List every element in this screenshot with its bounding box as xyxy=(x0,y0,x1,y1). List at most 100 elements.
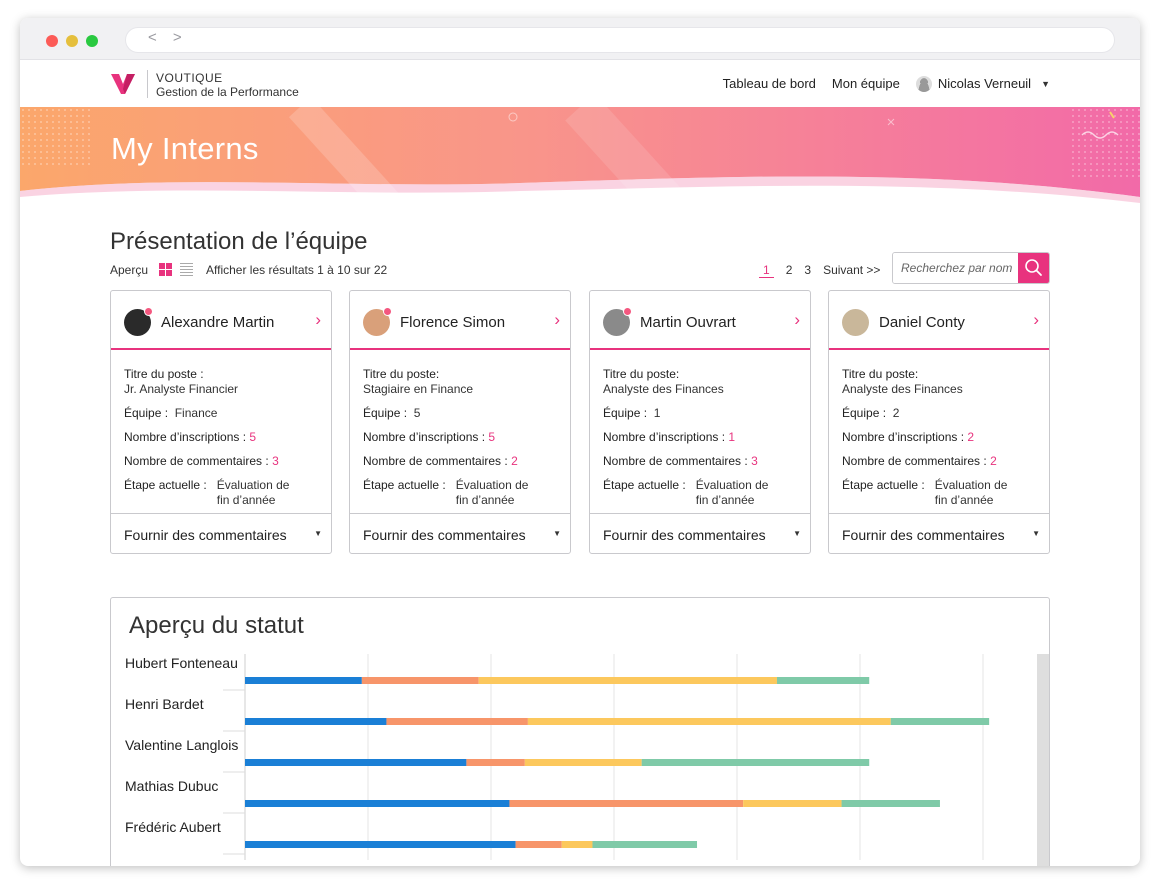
search-box xyxy=(892,252,1050,284)
job-title-label: Titre du poste : xyxy=(124,367,204,381)
chart-scrollbar[interactable] xyxy=(1037,654,1049,866)
page-3-link[interactable]: 3 xyxy=(804,263,812,277)
page-2-link[interactable]: 2 xyxy=(785,263,793,277)
status-overview-panel: Aperçu du statut Hubert Fonteneau Henri B… xyxy=(110,597,1050,866)
inscriptions-label: Nombre d’inscriptions : xyxy=(603,430,726,444)
grid-view-icon[interactable] xyxy=(159,263,172,276)
x-tick-label: 10 xyxy=(853,865,867,866)
avatar xyxy=(842,309,869,336)
avatar xyxy=(603,307,632,336)
stage-value: Évaluation de fin d’année xyxy=(695,478,769,507)
provide-feedback-dropdown[interactable]: Fournir des commentaires ▼ xyxy=(829,513,1049,553)
provide-feedback-label: Fournir des commentaires xyxy=(603,527,766,543)
provide-feedback-label: Fournir des commentaires xyxy=(842,527,1005,543)
avatar xyxy=(124,307,153,336)
job-title-value: Analyste des Finances xyxy=(842,382,963,396)
job-title-value: Jr. Analyste Financier xyxy=(124,382,239,396)
browser-chrome: < > xyxy=(20,18,1140,60)
search-button[interactable] xyxy=(1018,253,1049,283)
results-count: Afficher les résultats 1 à 10 sur 22 xyxy=(206,263,388,277)
stage-label: Étape actuelle : xyxy=(124,478,207,492)
x-tick-label: 4 xyxy=(487,865,494,866)
list-view-icon[interactable] xyxy=(180,263,193,276)
team-value: 2 xyxy=(892,406,900,420)
bar-segment xyxy=(561,841,593,848)
bar-segment xyxy=(245,677,362,684)
maximize-window-button[interactable] xyxy=(86,35,98,47)
provide-feedback-dropdown[interactable]: Fournir des commentaires ▼ xyxy=(111,513,331,553)
comments-label: Nombre de commentaires : xyxy=(842,454,987,468)
comments-value: 2 xyxy=(990,454,997,468)
user-menu[interactable]: Nicolas Verneuil ▼ xyxy=(915,75,1050,92)
next-page-link[interactable]: Suivant >> xyxy=(823,263,881,277)
chevron-right-icon[interactable]: › xyxy=(1033,310,1039,329)
page-title: My Interns xyxy=(111,131,259,166)
inscriptions-label: Nombre d’inscriptions : xyxy=(842,430,965,444)
job-title-label: Titre du poste: xyxy=(603,367,680,381)
brand-logo-icon[interactable] xyxy=(110,70,136,96)
caret-down-icon: ▼ xyxy=(553,529,561,538)
nav-links: Tableau de bord Mon équipe Nicolas Verne… xyxy=(723,60,1050,107)
top-navigation: VOUTIQUE Gestion de la Performance Table… xyxy=(20,60,1140,107)
bar-segment xyxy=(245,841,516,848)
provide-feedback-dropdown[interactable]: Fournir des commentaires ▼ xyxy=(590,513,810,553)
stage-label: Étape actuelle : xyxy=(363,478,446,492)
caret-down-icon: ▼ xyxy=(314,529,322,538)
brand-name: VOUTIQUE xyxy=(156,71,223,85)
comments-label: Nombre de commentaires : xyxy=(363,454,508,468)
bar-segment xyxy=(641,759,870,766)
notification-badge xyxy=(623,307,632,316)
inscriptions-value: 5 xyxy=(488,430,496,444)
chevron-right-icon[interactable]: › xyxy=(794,310,800,329)
intern-card-header[interactable]: Alexandre Martin › xyxy=(111,291,331,350)
job-title-label: Titre du poste: xyxy=(842,367,919,381)
stage-label: Étape actuelle : xyxy=(842,478,925,492)
stage-value: Évaluation de fin d’année xyxy=(934,478,1008,507)
caret-down-icon: ▼ xyxy=(1032,529,1040,538)
bar-segment xyxy=(841,800,940,807)
chevron-right-icon[interactable]: › xyxy=(554,310,560,329)
back-forward-icon[interactable]: < > xyxy=(148,29,188,46)
comments-label: Nombre de commentaires : xyxy=(603,454,748,468)
caret-down-icon: ▼ xyxy=(793,529,801,538)
search-icon xyxy=(1025,259,1042,276)
intern-name: Florence Simon xyxy=(400,314,506,331)
provide-feedback-label: Fournir des commentaires xyxy=(124,527,287,543)
bar-segment xyxy=(743,800,842,807)
nav-my-team-link[interactable]: Mon équipe xyxy=(831,76,900,91)
address-bar[interactable]: < > xyxy=(126,28,1114,52)
comments-value: 2 xyxy=(511,454,518,468)
team-label: Équipe : xyxy=(124,406,169,420)
bar-segment xyxy=(245,800,510,807)
team-label: Équipe : xyxy=(363,406,408,420)
pagination: 1 2 3 Suivant >> xyxy=(759,263,880,278)
x-tick-label: 2 xyxy=(364,865,371,866)
category-label: Frédéric Aubert xyxy=(125,819,221,835)
bar-segment xyxy=(361,677,479,684)
intern-card: Alexandre Martin › Titre du poste : Jr. A… xyxy=(110,290,332,554)
job-title-value: Analyste des Finances xyxy=(603,382,724,396)
nav-dashboard-link[interactable]: Tableau de bord xyxy=(722,76,816,91)
page-1-link[interactable]: 1 xyxy=(759,263,774,278)
provide-feedback-dropdown[interactable]: Fournir des commentaires ▼ xyxy=(350,513,570,553)
chevron-right-icon[interactable]: › xyxy=(315,310,321,329)
user-name: Nicolas Verneuil xyxy=(937,76,1032,91)
intern-details: Titre du poste: Analyste des Finances Équ… xyxy=(603,367,803,517)
comments-value: 3 xyxy=(751,454,758,468)
job-title-label: Titre du poste: xyxy=(363,367,440,381)
team-label: Équipe : xyxy=(842,406,887,420)
search-input[interactable] xyxy=(893,253,1018,283)
inscriptions-value: 1 xyxy=(728,430,736,444)
bar-segment xyxy=(509,800,744,807)
team-toolbar: Aperçu Afficher les résultats 1 à 10 sur… xyxy=(110,252,1050,284)
inscriptions-label: Nombre d’inscriptions : xyxy=(124,430,247,444)
intern-card-header[interactable]: Florence Simon › xyxy=(350,291,570,350)
minimize-window-button[interactable] xyxy=(66,35,78,47)
comments-value: 3 xyxy=(272,454,279,468)
logo-divider xyxy=(147,70,148,98)
close-window-button[interactable] xyxy=(46,35,58,47)
notification-badge xyxy=(144,307,153,316)
intern-card-header[interactable]: Daniel Conty › xyxy=(829,291,1049,350)
intern-details: Titre du poste: Analyste des Finances Équ… xyxy=(842,367,1042,517)
intern-card-header[interactable]: Martin Ouvrart › xyxy=(590,291,810,350)
